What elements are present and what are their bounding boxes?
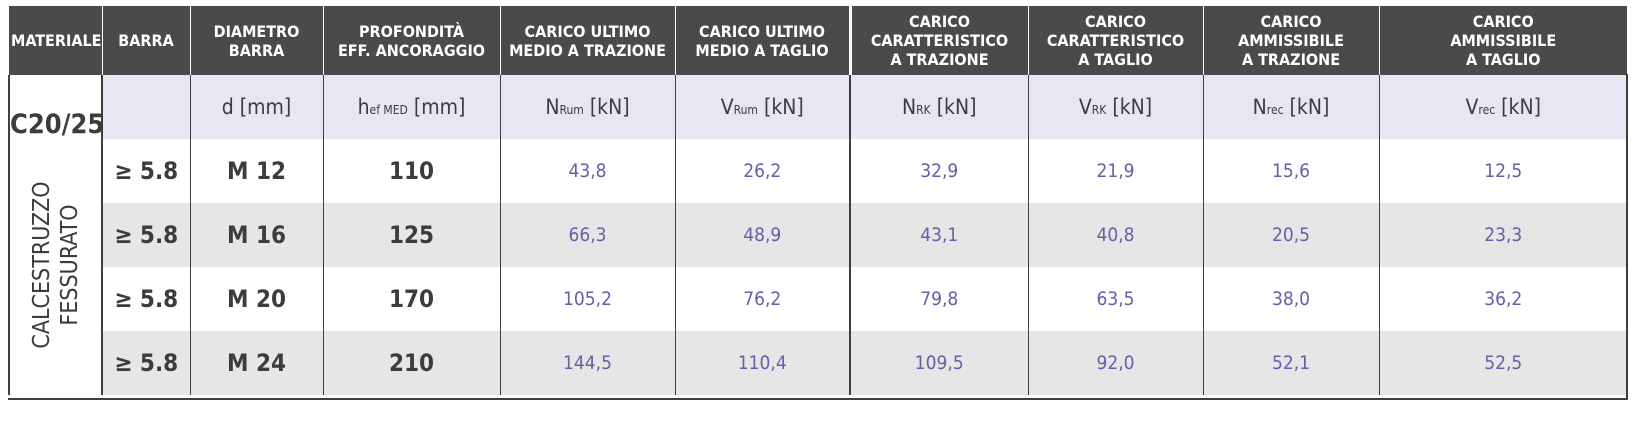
cell-n-rec: 38,0	[1202, 267, 1379, 331]
cell-n-rum: 66,3	[499, 203, 675, 267]
cell-n-rum: 144,5	[499, 331, 675, 395]
header-carico-caratteristico-taglio: CARICO CARATTERISTICO A TAGLIO	[1027, 6, 1203, 75]
unit-n-rec: Nrec [kN]	[1202, 75, 1379, 139]
cell-barra: ≥ 5.8	[101, 139, 190, 203]
header-carico-ammissibile-taglio: CARICO AMMISSIBILE A TAGLIO	[1378, 6, 1627, 75]
cell-v-rk: 21,9	[1027, 139, 1203, 203]
load-table-container: MATERIALE BARRA DIAMETRO BARRA PROFONDITÀ…	[8, 6, 1627, 395]
cell-diametro: M 12	[189, 139, 323, 203]
cell-barra: ≥ 5.8	[101, 331, 190, 395]
cell-profondita: 170	[322, 267, 500, 331]
load-table: MATERIALE BARRA DIAMETRO BARRA PROFONDITÀ…	[8, 6, 1627, 395]
cell-n-rk: 109,5	[849, 331, 1028, 395]
material-description: CALCESTRUZZO FESSURATO	[28, 181, 83, 349]
cell-profondita: 110	[322, 139, 500, 203]
cell-n-rec: 15,6	[1202, 139, 1379, 203]
header-row: MATERIALE BARRA DIAMETRO BARRA PROFONDITÀ…	[9, 6, 1627, 75]
header-carico-ultimo-trazione: CARICO ULTIMO MEDIO A TRAZIONE	[499, 6, 675, 75]
cell-v-rec: 36,2	[1378, 267, 1627, 331]
header-diametro: DIAMETRO BARRA	[189, 6, 323, 75]
unit-v-rk: VRK [kN]	[1027, 75, 1203, 139]
material-cell: C20/25 CALCESTRUZZO FESSURATO	[8, 75, 105, 395]
unit-diametro: d [mm]	[189, 75, 323, 139]
unit-n-rk: NRK [kN]	[849, 75, 1028, 139]
unit-profondita: hef MED [mm]	[322, 75, 500, 139]
header-barra: BARRA	[101, 6, 190, 75]
units-row: C20/25 CALCESTRUZZO FESSURATO d [mm] hef…	[8, 75, 1627, 395]
header-carico-caratteristico-trazione: CARICO CARATTERISTICO A TRAZIONE	[848, 6, 1028, 75]
cell-diametro: M 24	[189, 331, 323, 395]
unit-v-rec: Vrec [kN]	[1378, 75, 1627, 139]
cell-diametro: M 16	[189, 203, 323, 267]
unit-barra	[101, 75, 190, 139]
cell-n-rum: 105,2	[499, 267, 675, 331]
cell-n-rec: 20,5	[1202, 203, 1379, 267]
cell-v-rum: 26,2	[674, 139, 850, 203]
cell-profondita: 210	[322, 331, 500, 395]
cell-v-rec: 12,5	[1378, 139, 1627, 203]
unit-v-rum: VRum [kN]	[674, 75, 850, 139]
cell-n-rk: 43,1	[849, 203, 1028, 267]
cell-barra: ≥ 5.8	[101, 267, 190, 331]
table-row: ≥ 5.8 M 20 170 105,2 76,2 79,8 63,5 38,0…	[9, 267, 1627, 331]
header-profondita: PROFONDITÀ EFF. ANCORAGGIO	[322, 6, 500, 75]
table-bottom-border	[8, 398, 1628, 400]
cell-v-rum: 110,4	[674, 331, 850, 395]
material-grade: C20/25	[10, 109, 105, 140]
cell-n-rk: 79,8	[849, 267, 1028, 331]
cell-diametro: M 20	[189, 267, 323, 331]
table-right-border	[1626, 74, 1628, 400]
cell-v-rk: 40,8	[1027, 203, 1203, 267]
cell-n-rec: 52,1	[1202, 331, 1379, 395]
header-carico-ultimo-taglio: CARICO ULTIMO MEDIO A TAGLIO	[674, 6, 850, 75]
cell-n-rk: 32,9	[849, 139, 1028, 203]
cell-n-rum: 43,8	[499, 139, 675, 203]
header-carico-ammissibile-trazione: CARICO AMMISSIBILE A TRAZIONE	[1202, 6, 1379, 75]
header-materiale: MATERIALE	[9, 6, 102, 75]
cell-v-rum: 48,9	[674, 203, 850, 267]
cell-v-rec: 52,5	[1378, 331, 1627, 395]
unit-n-rum: NRum [kN]	[499, 75, 675, 139]
cell-v-rk: 92,0	[1027, 331, 1203, 395]
table-row: ≥ 5.8 M 16 125 66,3 48,9 43,1 40,8 20,5 …	[9, 203, 1627, 267]
cell-profondita: 125	[322, 203, 500, 267]
cell-barra: ≥ 5.8	[101, 203, 190, 267]
table-row: ≥ 5.8 M 12 110 43,8 26,2 32,9 21,9 15,6 …	[9, 139, 1627, 203]
cell-v-rum: 76,2	[674, 267, 850, 331]
cell-v-rk: 63,5	[1027, 267, 1203, 331]
table-row: ≥ 5.8 M 24 210 144,5 110,4 109,5 92,0 52…	[9, 331, 1627, 395]
cell-v-rec: 23,3	[1378, 203, 1627, 267]
